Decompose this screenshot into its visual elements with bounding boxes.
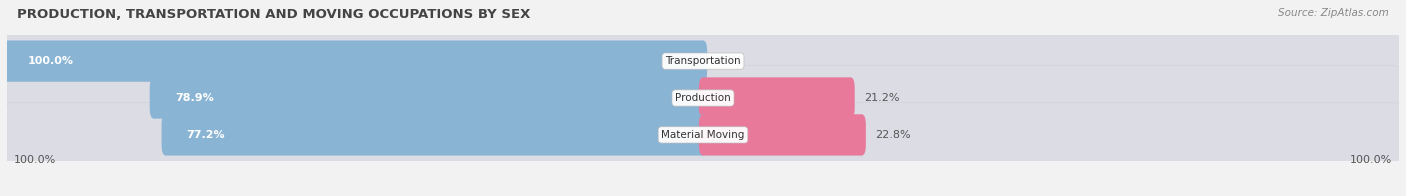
Text: Transportation: Transportation bbox=[665, 56, 741, 66]
FancyBboxPatch shape bbox=[4, 29, 1402, 93]
Text: 100.0%: 100.0% bbox=[1350, 155, 1392, 165]
Text: 21.2%: 21.2% bbox=[865, 93, 900, 103]
Text: 100.0%: 100.0% bbox=[28, 56, 75, 66]
FancyBboxPatch shape bbox=[4, 65, 1402, 131]
FancyBboxPatch shape bbox=[4, 103, 1402, 167]
FancyBboxPatch shape bbox=[699, 114, 866, 156]
Text: 22.8%: 22.8% bbox=[876, 130, 911, 140]
FancyBboxPatch shape bbox=[699, 77, 855, 119]
Text: 0.0%: 0.0% bbox=[714, 56, 742, 66]
FancyBboxPatch shape bbox=[149, 77, 707, 119]
Text: PRODUCTION, TRANSPORTATION AND MOVING OCCUPATIONS BY SEX: PRODUCTION, TRANSPORTATION AND MOVING OC… bbox=[17, 8, 530, 21]
FancyBboxPatch shape bbox=[3, 40, 707, 82]
FancyBboxPatch shape bbox=[162, 114, 707, 156]
Text: 100.0%: 100.0% bbox=[14, 155, 56, 165]
Text: Material Moving: Material Moving bbox=[661, 130, 745, 140]
Text: 77.2%: 77.2% bbox=[187, 130, 225, 140]
Text: Source: ZipAtlas.com: Source: ZipAtlas.com bbox=[1278, 8, 1389, 18]
Text: 78.9%: 78.9% bbox=[174, 93, 214, 103]
Text: Production: Production bbox=[675, 93, 731, 103]
